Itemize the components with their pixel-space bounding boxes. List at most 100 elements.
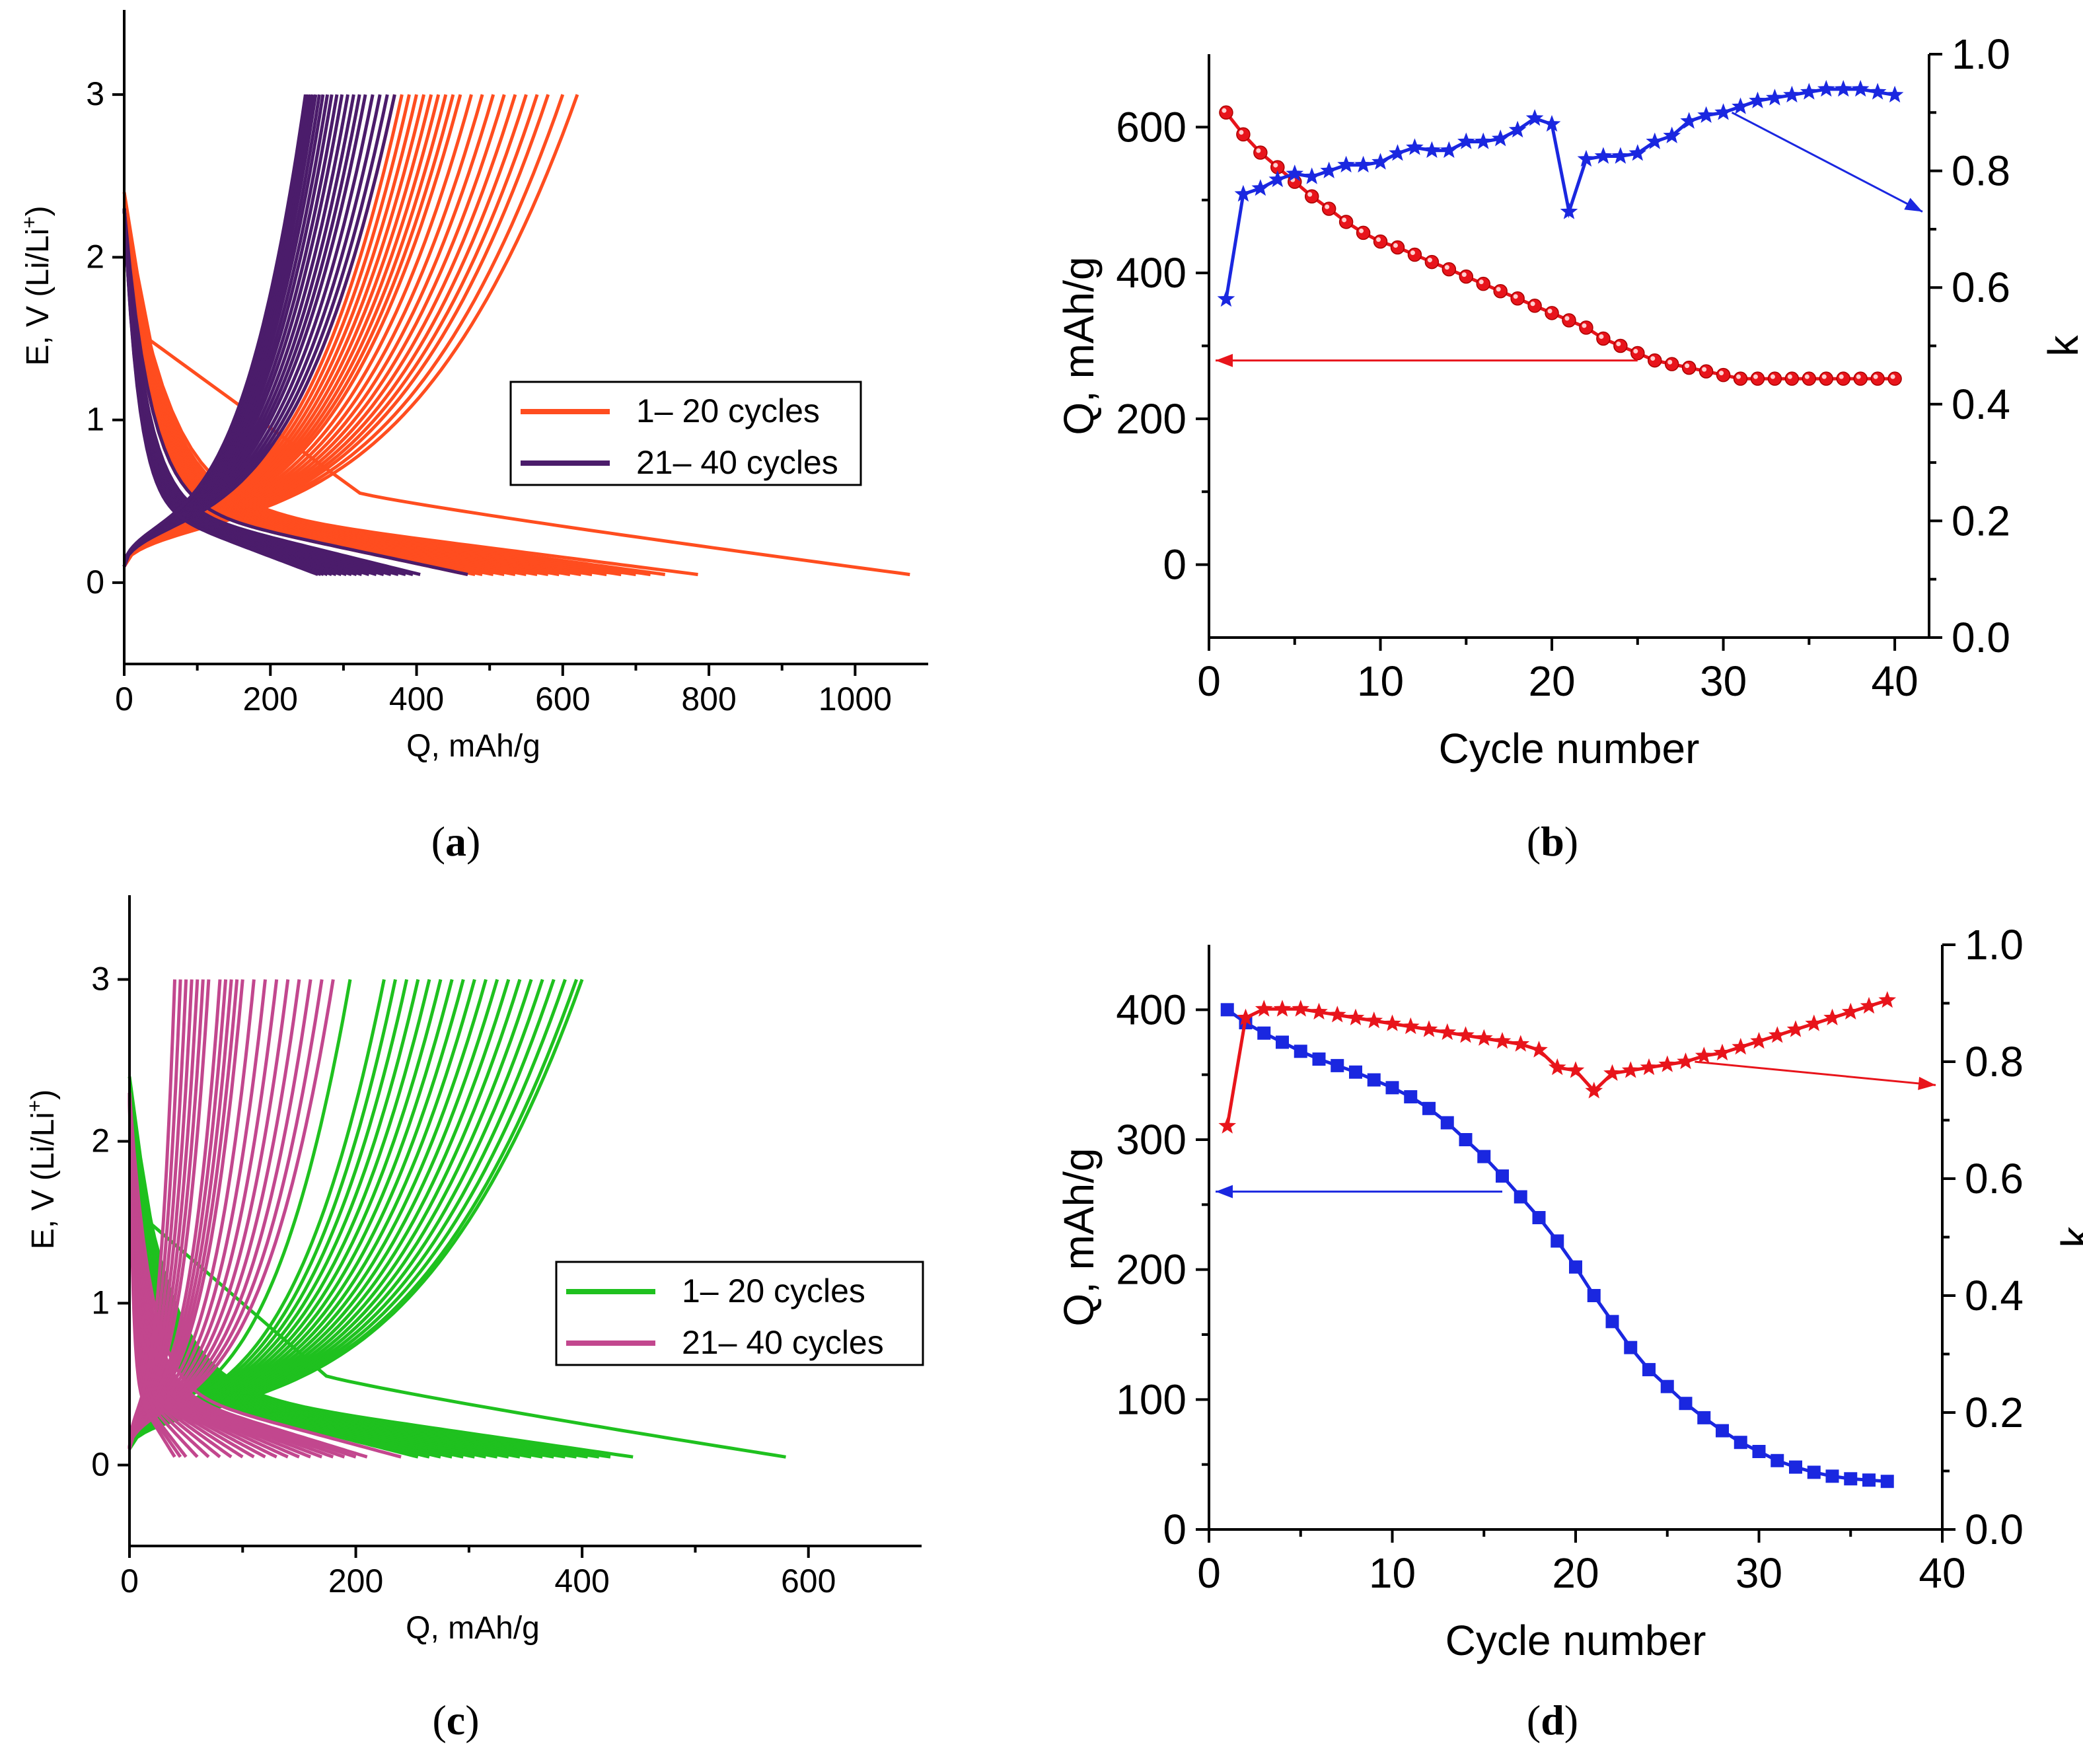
data-point-k xyxy=(1273,1000,1292,1017)
data-point-k xyxy=(1234,184,1253,202)
data-point-k xyxy=(1823,1008,1841,1025)
data-point-Q xyxy=(1338,215,1354,229)
x-tick-label: 20 xyxy=(1552,1549,1599,1597)
data-point-k xyxy=(1548,1058,1566,1076)
data-point-Q xyxy=(1459,269,1474,284)
data-point-highlight xyxy=(1239,129,1244,135)
data-point-k xyxy=(1577,149,1595,167)
data-point-k xyxy=(1594,147,1613,164)
caption-d: (d) xyxy=(1527,1697,1578,1744)
chart-panel-c: (c) 0 200 400 600 0 1 2 3 Q, mAh/g E, V (Li/Li+) 1… xyxy=(23,895,924,1744)
data-point-highlight xyxy=(1890,374,1895,379)
y-axis-label-main: E, V (Li/Li xyxy=(20,229,55,366)
data-point-Q xyxy=(1331,1058,1344,1072)
y-axis-label-left: Q, mAh/g xyxy=(1055,1148,1103,1326)
discharge-curve xyxy=(128,1092,210,1459)
data-point-k xyxy=(1474,132,1492,149)
x-tick-label: 200 xyxy=(243,680,298,717)
y-tick-label-right: 0.4 xyxy=(1965,1272,2024,1319)
data-point-highlight xyxy=(1479,279,1484,285)
data-point-highlight xyxy=(1873,374,1878,379)
data-point-Q xyxy=(1442,262,1457,277)
data-point-Q xyxy=(1825,1469,1839,1483)
data-point-highlight xyxy=(1444,265,1449,270)
y-tick-label-left: 0 xyxy=(1163,541,1187,589)
discharge-curve xyxy=(128,1092,221,1459)
data-point-highlight xyxy=(1667,359,1673,365)
data-point-highlight xyxy=(1616,342,1621,346)
data-point-Q xyxy=(1356,225,1371,240)
data-point-highlight xyxy=(1650,356,1656,361)
data-point-Q xyxy=(1853,371,1868,386)
data-point-k xyxy=(1621,1061,1640,1078)
y-tick-label: 2 xyxy=(91,1122,110,1159)
y-axis-label-sup: + xyxy=(18,216,41,228)
data-point-highlight xyxy=(1821,374,1827,379)
data-point-Q xyxy=(1459,1133,1473,1146)
data-point-k xyxy=(1217,289,1235,307)
data-point-Q xyxy=(1789,1460,1802,1474)
data-point-highlight xyxy=(1427,258,1432,263)
data-point-k xyxy=(1457,132,1475,149)
legend-box xyxy=(555,1261,924,1366)
data-point-Q xyxy=(1514,1190,1527,1204)
data-point-highlight xyxy=(1342,217,1347,223)
data-point-highlight xyxy=(1359,228,1364,233)
data-point-highlight xyxy=(1376,237,1381,242)
legend-label: 21– 40 cycles xyxy=(636,444,838,481)
data-point-Q xyxy=(1551,1234,1564,1248)
data-point-k xyxy=(1695,1047,1713,1064)
y-tick-label-right: 0.4 xyxy=(1952,381,2010,428)
data-point-k xyxy=(1508,120,1527,138)
data-point-Q xyxy=(1699,364,1714,379)
x-tick-label: 600 xyxy=(781,1562,836,1599)
data-point-highlight xyxy=(1273,163,1278,168)
data-point-k xyxy=(1697,106,1715,123)
caption-a: (a) xyxy=(431,818,481,865)
data-point-Q xyxy=(1862,1473,1876,1487)
discharge-curve xyxy=(128,1092,346,1459)
data-point-k xyxy=(1713,1043,1732,1061)
data-point-k xyxy=(1878,991,1897,1008)
data-point-k xyxy=(1749,91,1767,108)
data-point-k xyxy=(1680,112,1698,129)
y-tick-label-right: 1.0 xyxy=(1952,30,2010,78)
data-point-k xyxy=(1732,97,1749,114)
data-point-k xyxy=(1218,1117,1237,1134)
data-point-Q xyxy=(1734,1436,1747,1450)
x-tick-label: 40 xyxy=(1919,1549,1965,1597)
data-point-highlight xyxy=(1461,272,1467,277)
x-axis-label: Cycle number xyxy=(1439,725,1700,772)
data-point-k xyxy=(1530,1041,1548,1058)
data-point-highlight xyxy=(1839,374,1844,379)
arrow-head xyxy=(1216,353,1233,367)
x-tick-label: 30 xyxy=(1736,1549,1782,1597)
data-point-highlight xyxy=(1393,242,1398,248)
data-point-k xyxy=(1766,89,1784,106)
data-point-k xyxy=(1677,1052,1695,1070)
data-point-Q xyxy=(1716,1424,1729,1438)
discharge-curve xyxy=(122,208,468,577)
data-point-k xyxy=(1585,1082,1603,1099)
data-point-Q xyxy=(1373,234,1388,249)
data-point-k xyxy=(1493,1032,1512,1049)
data-point-highlight xyxy=(1753,374,1758,379)
data-point-Q xyxy=(1569,1260,1582,1274)
x-tick-label: 200 xyxy=(328,1562,383,1599)
discharge-curve xyxy=(122,208,319,576)
x-tick-label: 30 xyxy=(1700,657,1747,705)
data-point-Q xyxy=(1422,1101,1436,1115)
data-point-Q xyxy=(1496,1169,1509,1183)
x-tick-label: 600 xyxy=(535,680,590,717)
data-point-Q xyxy=(1294,1045,1307,1058)
x-tick-label: 0 xyxy=(120,1562,139,1599)
y-tick-label-right: 1.0 xyxy=(1965,921,2024,969)
data-point-k xyxy=(1628,144,1647,161)
data-point-k xyxy=(1383,1014,1401,1031)
y-tick-label-left: 400 xyxy=(1116,249,1187,297)
data-point-k xyxy=(1268,170,1287,188)
data-point-Q xyxy=(1648,353,1662,368)
data-point-Q xyxy=(1596,331,1611,346)
data-point-k xyxy=(1346,1008,1365,1025)
charge-curve xyxy=(122,94,307,567)
